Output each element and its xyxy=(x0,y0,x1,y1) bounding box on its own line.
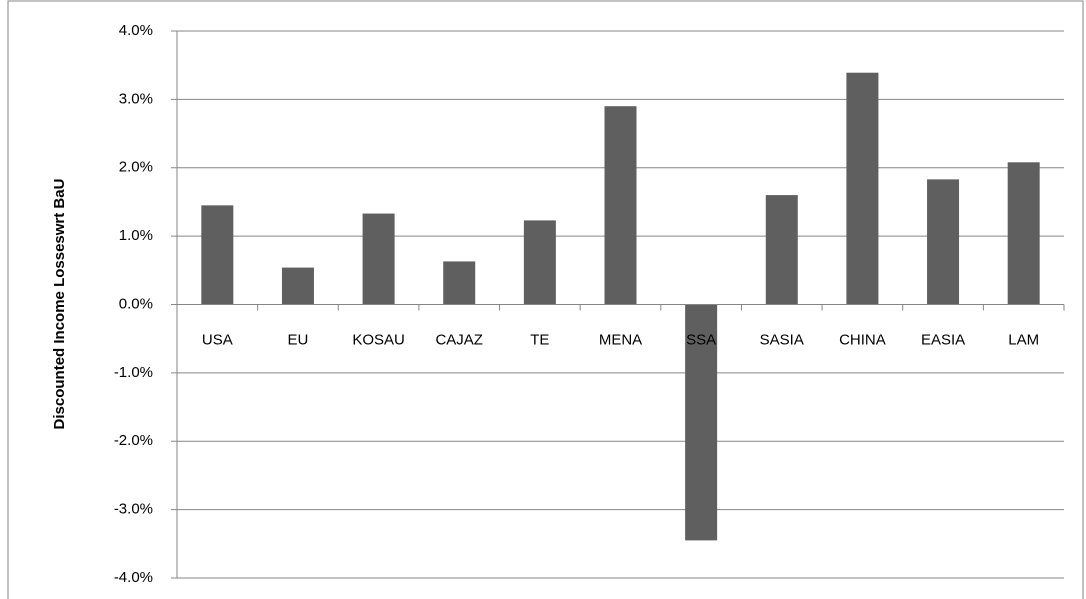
y-tick-label: -3.0% xyxy=(114,501,153,518)
chart-border xyxy=(7,0,1084,599)
bar xyxy=(362,213,395,305)
x-tick-label: EASIA xyxy=(921,331,965,348)
x-tick-label: MENA xyxy=(599,331,642,348)
bar xyxy=(846,72,879,305)
x-tick-label: USA xyxy=(202,331,233,348)
y-tick-label: 3.0% xyxy=(119,90,153,107)
bar xyxy=(685,304,718,541)
x-tick-label: CHINA xyxy=(839,331,886,348)
x-tick-label: CAJAZ xyxy=(435,331,483,348)
bar xyxy=(927,179,960,305)
bar xyxy=(201,205,234,305)
bar xyxy=(1007,162,1040,305)
x-tick-label: KOSAU xyxy=(352,331,405,348)
y-tick-label: 4.0% xyxy=(119,22,153,39)
y-tick-label: 1.0% xyxy=(119,227,153,244)
y-tick-label: 2.0% xyxy=(119,159,153,176)
y-tick-label: 0.0% xyxy=(119,295,153,312)
bar xyxy=(604,106,637,305)
bar xyxy=(281,267,314,305)
bar xyxy=(443,261,476,305)
x-tick-label: LAM xyxy=(1008,331,1039,348)
y-tick-label: -4.0% xyxy=(114,569,153,586)
x-tick-label: SASIA xyxy=(760,331,804,348)
y-tick-label: -1.0% xyxy=(114,364,153,381)
y-axis-label: Discounted Income Losseswrt BaU xyxy=(51,179,68,430)
x-tick-label: EU xyxy=(288,331,309,348)
bar xyxy=(765,195,798,305)
x-tick-label: SSA xyxy=(686,331,716,348)
bar xyxy=(523,220,556,305)
y-tick-label: -2.0% xyxy=(114,432,153,449)
x-tick-label: TE xyxy=(530,331,549,348)
